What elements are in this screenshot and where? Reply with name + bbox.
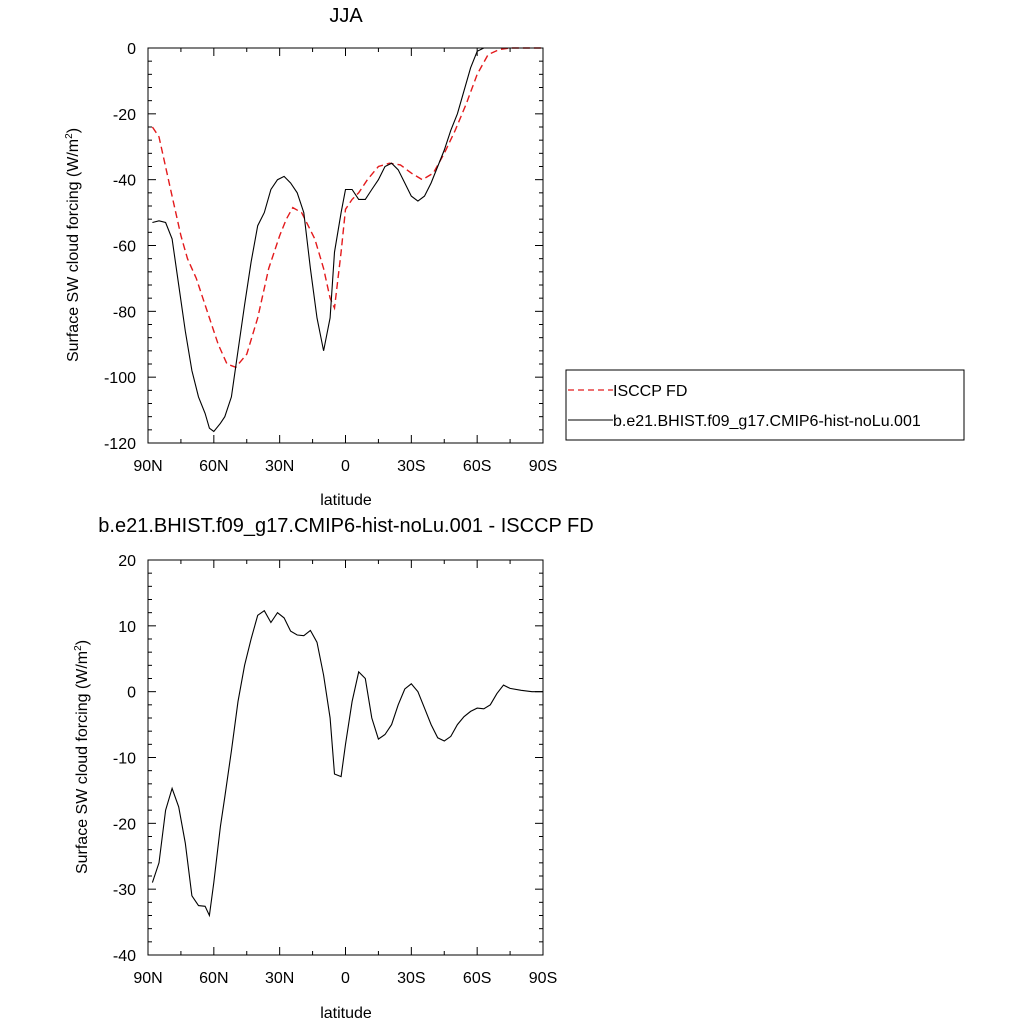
legend-box <box>565 369 965 441</box>
y-tick-label: -10 <box>113 751 136 768</box>
y-tick-label: -100 <box>104 370 136 387</box>
x-tick-label: 90S <box>529 458 557 475</box>
bottom-y-axis-label-sup: 2 <box>73 645 84 651</box>
y-tick-label: -20 <box>113 816 136 833</box>
bottom-x-axis-label: latitude <box>320 1005 372 1022</box>
x-tick-label: 90N <box>133 458 162 475</box>
bottom-x-ticks: 90N 60N 30N 0 30S 60S 90S <box>133 560 557 987</box>
bottom-y-axis-label: Surface SW cloud forcing (W/m2) <box>73 640 91 874</box>
legend: ISCCP FD b.e21.BHIST.f09_g17.CMIP6-hist-… <box>565 369 965 441</box>
y-tick-label: 10 <box>118 619 136 636</box>
top-series-group <box>151 47 543 433</box>
top-panel: JJA 90N 60N 30N 0 30S 60S 90S 0 -20 -40 -60 -80 -10… <box>64 5 965 509</box>
x-tick-label: 60S <box>463 458 491 475</box>
bottom-plot-frame <box>147 559 544 956</box>
top-x-ticks: 90N 60N 30N 0 30S 60S 90S <box>133 48 557 475</box>
x-tick-label: 0 <box>341 458 350 475</box>
y-tick-label: -80 <box>113 304 136 321</box>
legend-label-isccp: ISCCP FD <box>613 383 687 400</box>
bottom-series-group <box>151 609 543 918</box>
x-tick-label: 30S <box>397 458 425 475</box>
x-tick-label: 30N <box>265 458 294 475</box>
bottom-y-ticks: 20 10 0 -10 -20 -30 -40 <box>113 553 543 965</box>
y-tick-label: -30 <box>113 882 136 899</box>
bottom-y-axis-label-suffix: ) <box>74 640 91 645</box>
top-y-axis-label-sup: 2 <box>64 133 75 139</box>
x-tick-label: 0 <box>341 970 350 987</box>
bottom-chart-title: b.e21.BHIST.f09_g17.CMIP6-hist-noLu.001 … <box>98 515 593 537</box>
top-chart-title: JJA <box>329 5 363 27</box>
x-tick-label: 60N <box>199 970 228 987</box>
y-tick-label: -20 <box>113 107 136 124</box>
difference-series-line <box>151 609 543 918</box>
top-y-axis-label-suffix: ) <box>65 128 82 133</box>
top-plot-frame <box>147 47 544 444</box>
legend-label-model: b.e21.BHIST.f09_g17.CMIP6-hist-noLu.001 <box>613 413 921 430</box>
y-tick-label: -40 <box>113 173 136 190</box>
top-y-ticks: 0 -20 -40 -60 -80 -100 -120 <box>104 41 543 453</box>
isccp-fd-series-line <box>151 47 543 369</box>
top-y-axis-label-main: Surface SW cloud forcing (W/m <box>65 139 82 362</box>
x-tick-label: 30S <box>397 970 425 987</box>
b-series-line <box>152 47 543 433</box>
top-x-axis-label: latitude <box>320 492 372 509</box>
y-tick-label: -120 <box>104 436 136 453</box>
y-tick-label: 0 <box>127 41 136 58</box>
x-tick-label: 60S <box>463 970 491 987</box>
x-tick-label: 90N <box>133 970 162 987</box>
bottom-panel: b.e21.BHIST.f09_g17.CMIP6-hist-noLu.001 … <box>73 515 594 1022</box>
y-tick-label: 0 <box>127 685 136 702</box>
y-tick-label: 20 <box>118 553 136 570</box>
bottom-y-axis-label-main: Surface SW cloud forcing (W/m <box>74 651 91 874</box>
x-tick-label: 60N <box>199 458 228 475</box>
y-tick-label: -40 <box>113 948 136 965</box>
top-y-axis-label: Surface SW cloud forcing (W/m2) <box>64 128 82 362</box>
x-tick-label: 90S <box>529 970 557 987</box>
y-tick-label: -60 <box>113 239 136 256</box>
x-tick-label: 30N <box>265 970 294 987</box>
